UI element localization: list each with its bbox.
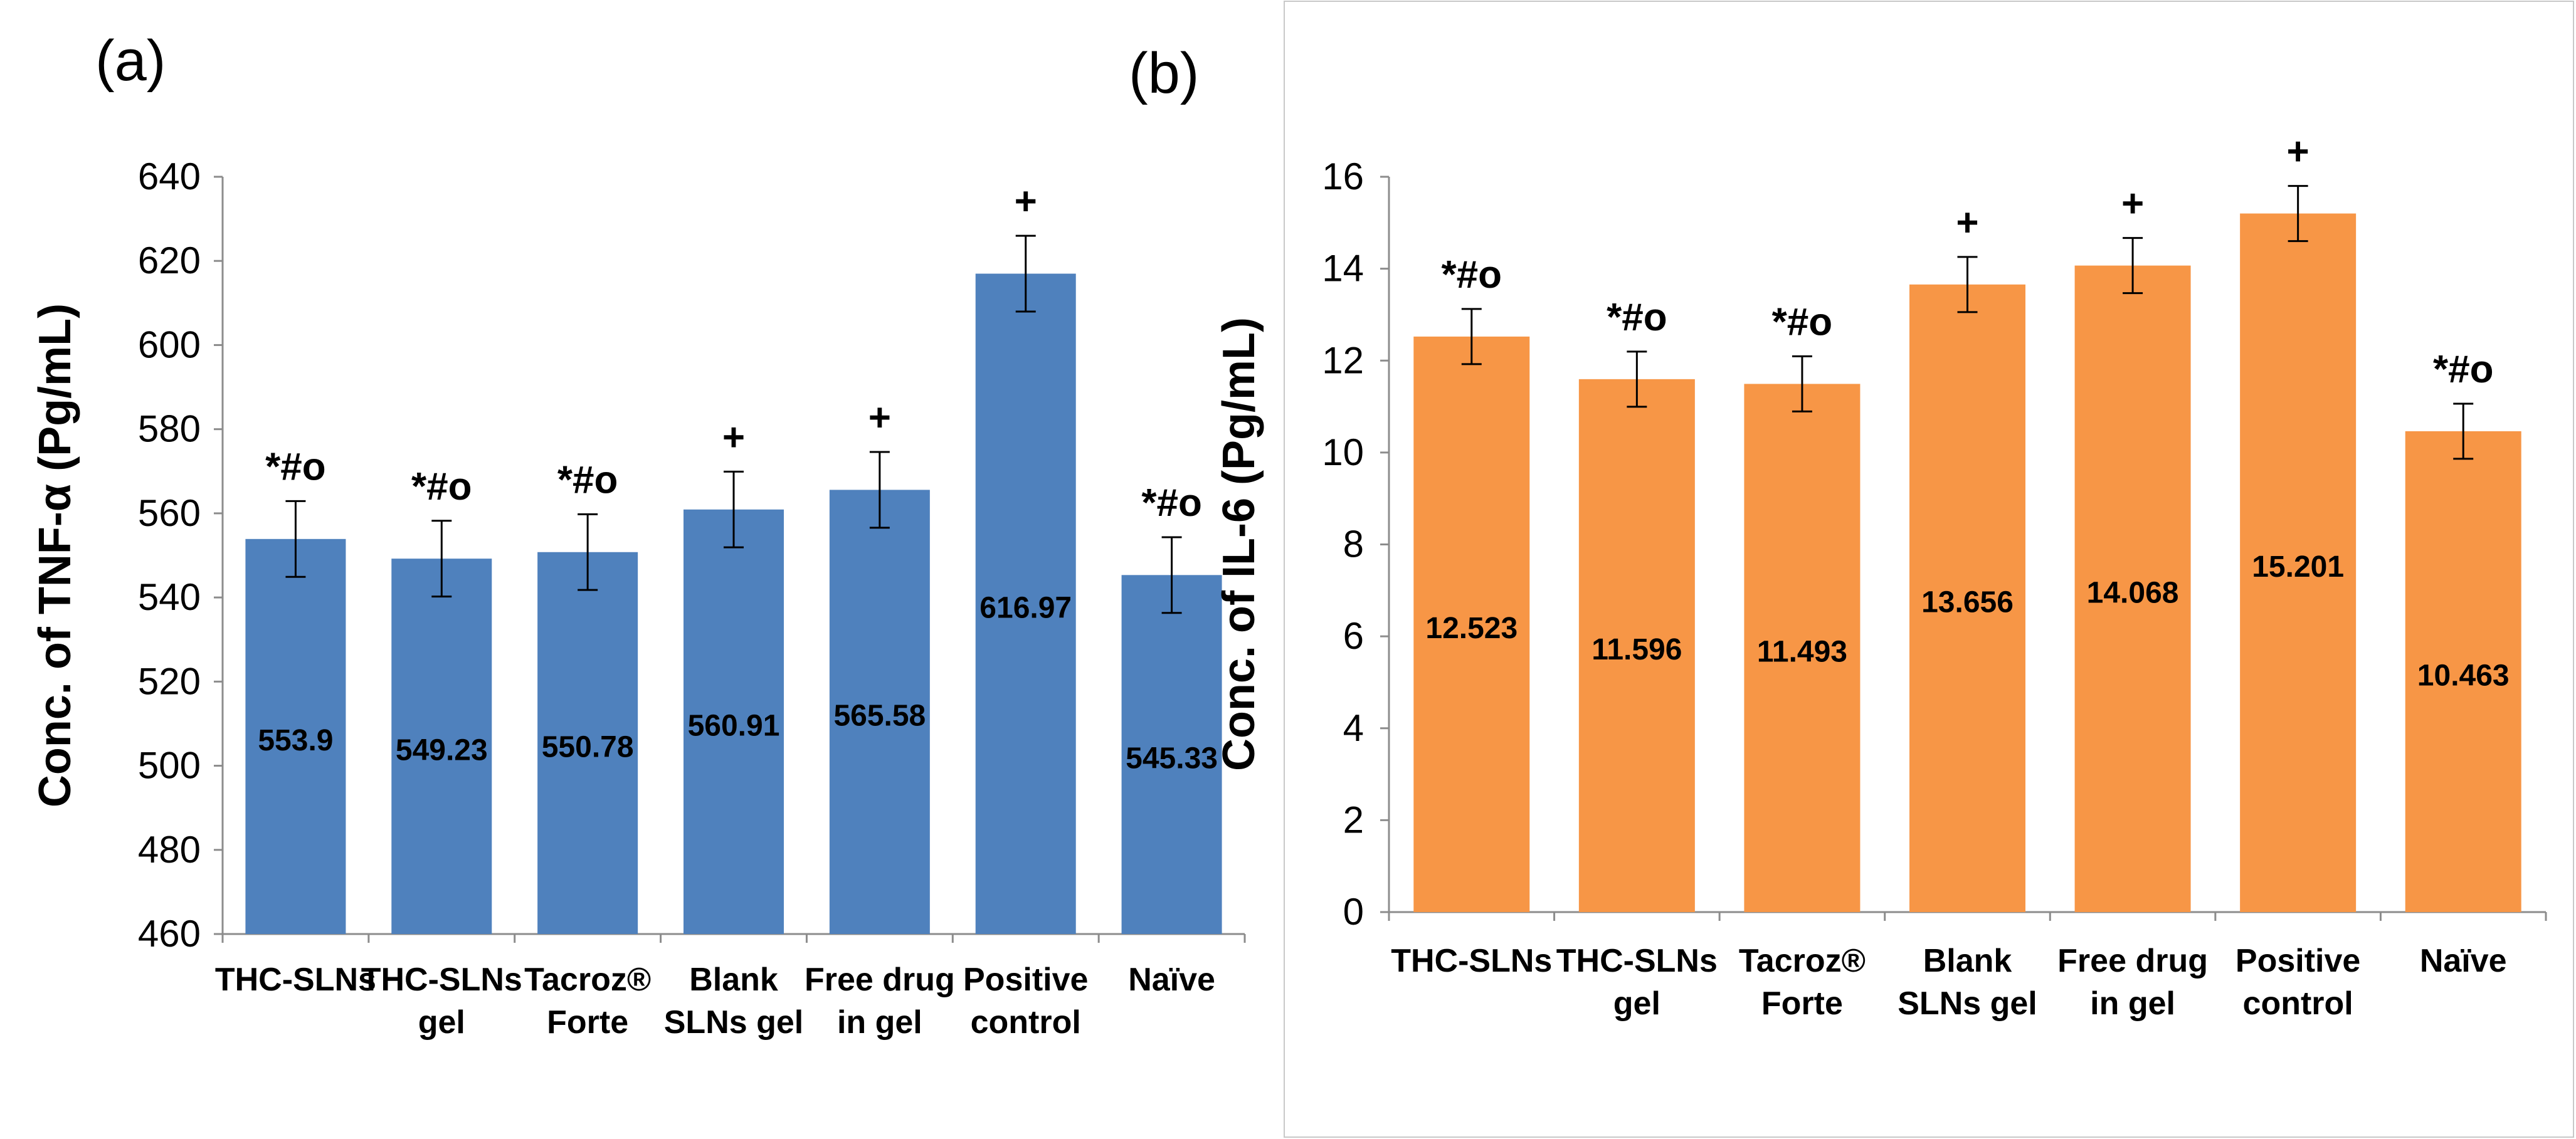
- y-tick-label-b: 0: [1343, 891, 1364, 933]
- bar-a-2: [391, 559, 492, 934]
- panel-label-a: (a): [95, 29, 166, 93]
- y-tick-label-a: 540: [138, 576, 201, 618]
- significance-label-a-3: *#o: [557, 458, 618, 501]
- category-label-a-5: in gel: [837, 1004, 922, 1041]
- value-label-a-5: 565.58: [833, 700, 926, 733]
- category-label-a-4: Blank: [689, 962, 778, 998]
- bar-a-3: [537, 552, 638, 934]
- category-label-b-2: THC-SLNs: [1556, 943, 1718, 979]
- bar-b-1: [1413, 336, 1530, 912]
- value-label-b-4: 13.656: [1921, 585, 2014, 619]
- significance-label-a-2: *#o: [411, 465, 472, 508]
- y-tick-label-b: 14: [1322, 248, 1364, 290]
- bar-b-6: [2240, 213, 2357, 913]
- y-tick-label-b: 2: [1343, 799, 1364, 841]
- value-label-a-2: 549.23: [396, 734, 488, 767]
- significance-label-b-5: +: [2121, 182, 2144, 226]
- y-tick-label-a: 560: [138, 492, 201, 534]
- category-label-a-3: Tacroz®: [524, 962, 651, 998]
- y-tick-label-a: 580: [138, 408, 201, 450]
- bar-b-4: [1909, 284, 2025, 913]
- significance-label-b-2: *#o: [1607, 296, 1667, 339]
- panel-label-b: (b): [1129, 41, 1199, 105]
- bar-b-7: [2405, 431, 2521, 912]
- value-label-a-7: 545.33: [1126, 742, 1218, 775]
- category-label-a-6: Positive: [963, 962, 1088, 998]
- y-tick-label-a: 460: [138, 913, 201, 955]
- significance-label-a-6: +: [1015, 180, 1037, 223]
- category-label-b-5: Free drug: [2057, 943, 2208, 979]
- y-tick-label-b: 4: [1343, 707, 1364, 749]
- category-label-b-7: Naïve: [2420, 943, 2507, 979]
- panel-a: (a) Conc. of TNF-α (Pg/mL) 460 480 500 520 540…: [30, 29, 1246, 1041]
- bar-b-3: [1744, 384, 1861, 912]
- category-label-b-3: Forte: [1761, 985, 1843, 1022]
- category-label-b-4: Blank: [1923, 943, 2012, 979]
- value-label-b-2: 11.596: [1592, 633, 1682, 666]
- value-label-a-4: 560.91: [688, 709, 780, 742]
- y-tick-label-a: 500: [138, 745, 201, 787]
- y-tick-label-a: 480: [138, 829, 201, 871]
- panel-b: (b) Conc. of IL-6 (Pg/mL) 0 2 4 6 8 10 12 14 16 *#o…: [1129, 41, 2547, 1022]
- significance-label-a-7: *#o: [1141, 481, 1201, 525]
- value-label-a-1: 553.9: [258, 724, 333, 757]
- category-label-b-2: gel: [1613, 985, 1660, 1022]
- significance-label-b-1: *#o: [1442, 253, 1502, 297]
- significance-label-a-4: +: [722, 416, 745, 459]
- y-tick-label-b: 6: [1343, 615, 1364, 657]
- category-label-a-4: SLNs gel: [664, 1004, 804, 1041]
- y-tick-label-b: 10: [1322, 431, 1364, 473]
- bar-a-4: [684, 509, 784, 934]
- bar-a-6: [975, 273, 1076, 934]
- value-label-a-3: 550.78: [542, 730, 634, 764]
- bar-a-1: [245, 538, 346, 934]
- value-label-b-1: 12.523: [1425, 612, 1518, 645]
- value-label-b-6: 15.201: [2252, 550, 2344, 584]
- value-label-b-5: 14.068: [2087, 576, 2179, 609]
- category-label-a-5: Free drug: [805, 962, 955, 998]
- significance-label-b-3: *#o: [1772, 300, 1832, 344]
- category-label-b-6: Positive: [2236, 943, 2360, 979]
- category-label-a-2: gel: [418, 1004, 465, 1041]
- y-axis-label-b: Conc. of IL-6 (Pg/mL): [1214, 317, 1264, 771]
- value-label-b-7: 10.463: [2417, 659, 2510, 692]
- y-tick-label-a: 520: [138, 660, 201, 702]
- y-tick-label-b: 12: [1322, 339, 1364, 381]
- bar-a-5: [829, 490, 930, 934]
- y-tick-label-a: 640: [138, 155, 201, 197]
- significance-label-b-7: *#o: [2433, 348, 2493, 391]
- value-label-b-3: 11.493: [1757, 636, 1847, 669]
- category-label-b-3: Tacroz®: [1739, 943, 1866, 979]
- category-label-a-7: Naïve: [1128, 962, 1215, 998]
- category-label-b-6: control: [2243, 985, 2353, 1022]
- category-label-b-4: SLNs gel: [1898, 985, 2037, 1022]
- significance-label-a-5: +: [868, 396, 891, 439]
- significance-label-b-6: +: [2287, 130, 2309, 174]
- category-label-a-2: THC-SLNs: [361, 962, 522, 998]
- y-tick-label-a: 600: [138, 323, 201, 365]
- value-label-a-6: 616.97: [979, 591, 1072, 624]
- significance-label-b-4: +: [1956, 201, 1978, 244]
- significance-label-a-1: *#o: [265, 445, 325, 488]
- bar-b-5: [2074, 265, 2191, 912]
- category-label-a-6: control: [971, 1004, 1081, 1041]
- y-tick-label-b: 16: [1322, 155, 1364, 197]
- y-tick-label-b: 8: [1343, 523, 1364, 565]
- category-label-a-3: Forte: [547, 1004, 628, 1041]
- bar-b-2: [1578, 379, 1695, 912]
- category-label-b-5: in gel: [2090, 985, 2175, 1022]
- y-axis-label-a: Conc. of TNF-α (Pg/mL): [30, 303, 80, 807]
- category-label-a-1: THC-SLNs: [215, 962, 376, 998]
- bar-a-7: [1121, 575, 1222, 934]
- y-tick-label-a: 620: [138, 239, 201, 281]
- category-label-b-1: THC-SLNs: [1391, 943, 1552, 979]
- panel-b-frame: [1284, 1, 2574, 1138]
